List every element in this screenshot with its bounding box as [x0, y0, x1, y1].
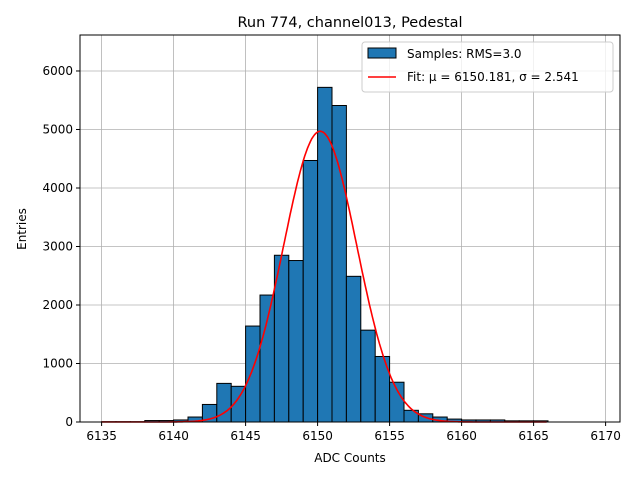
x-tick-label: 6145 [230, 429, 261, 443]
legend: Samples: RMS=3.0 Fit: μ = 6150.181, σ = … [362, 42, 613, 92]
x-tick-label: 6140 [158, 429, 189, 443]
legend-entry-samples: Samples: RMS=3.0 [407, 47, 522, 61]
y-tick-label: 0 [65, 415, 73, 429]
y-tick-label: 5000 [42, 122, 73, 136]
y-axis-label: Entries [15, 208, 29, 250]
x-tick-label: 6165 [518, 429, 549, 443]
y-tick-label: 2000 [42, 298, 73, 312]
histogram-bar [303, 160, 317, 422]
histogram-bar [318, 87, 332, 422]
legend-bar-swatch [368, 48, 396, 58]
y-tick-label: 4000 [42, 181, 73, 195]
chart-title: Run 774, channel013, Pedestal [237, 15, 462, 31]
x-axis-label: ADC Counts [314, 451, 386, 465]
legend-entry-fit: Fit: μ = 6150.181, σ = 2.541 [407, 70, 579, 84]
y-tick-label: 3000 [42, 239, 73, 253]
x-tick-label: 6160 [446, 429, 477, 443]
histogram-bar [260, 295, 274, 422]
x-tick-label: 6170 [590, 429, 621, 443]
histogram-bar [361, 330, 375, 422]
x-tick-label: 6135 [86, 429, 117, 443]
histogram-bar [346, 276, 360, 422]
y-tick-label: 1000 [42, 356, 73, 370]
x-tick-label: 6155 [374, 429, 405, 443]
y-tick-label: 6000 [42, 64, 73, 78]
histogram-bar [289, 261, 303, 422]
histogram-bar [246, 326, 260, 422]
x-tick-label: 6150 [302, 429, 333, 443]
